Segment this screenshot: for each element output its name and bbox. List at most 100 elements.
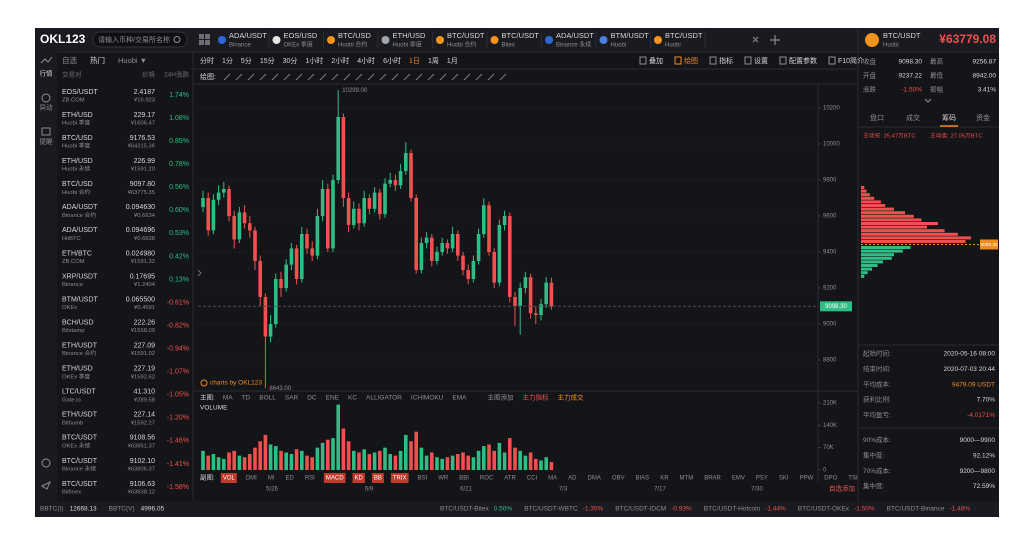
sub-indicator[interactable]: ATR (504, 476, 516, 482)
search-box[interactable] (92, 31, 188, 48)
pair[interactable]: BTC/USDT (62, 481, 98, 488)
grid-icon[interactable] (199, 34, 210, 45)
tool-icon[interactable] (487, 73, 495, 81)
sub-indicator[interactable]: CCI (527, 476, 538, 482)
sub-indicator[interactable]: OBV (612, 476, 625, 482)
pair[interactable]: EOS/USDT (62, 89, 99, 96)
tool-icon[interactable] (379, 73, 387, 81)
period[interactable]: 1周 (428, 57, 439, 65)
panel-tab[interactable]: 筹码 (942, 113, 956, 122)
pair[interactable]: ADA/USDT (62, 227, 98, 234)
tool-icon[interactable] (463, 73, 471, 81)
tab-exchange[interactable]: Huobi 合约 (338, 41, 367, 49)
sub-indicator[interactable]: EMV (732, 476, 745, 482)
sub-indicator[interactable]: KD (355, 476, 364, 482)
tab-pair[interactable]: BTC/USDT (665, 31, 703, 40)
indicator-extra[interactable]: 主力指标 (523, 393, 550, 402)
tab-exchange[interactable]: Binance (229, 43, 251, 49)
tab-exchange[interactable]: Huobi (665, 43, 681, 49)
indicator-extra[interactable]: 主力成交 (558, 393, 585, 402)
sub-indicator[interactable]: MTM (680, 476, 694, 482)
tool-icon[interactable] (499, 73, 507, 81)
period[interactable]: 1分 (222, 56, 233, 65)
indicator[interactable]: KC (348, 395, 357, 402)
tool-icon[interactable] (247, 73, 255, 81)
pair[interactable]: ETH/USDT (62, 412, 98, 419)
sidebar-label[interactable]: 提醒 (40, 137, 54, 146)
period[interactable]: 6小时 (383, 56, 401, 65)
tab-exchange[interactable]: OKEx 季度 (284, 41, 313, 49)
logo[interactable]: OKL123 (40, 32, 86, 46)
period[interactable]: 4小时 (357, 56, 375, 65)
sub-indicator[interactable]: BRAR (704, 476, 721, 482)
tab-pair[interactable]: BTC/USDT (502, 31, 540, 40)
period[interactable]: 分时 (200, 56, 214, 65)
period[interactable]: 1月 (447, 57, 458, 65)
panel-tab[interactable]: 盘口 (870, 113, 884, 122)
tool[interactable]: 叠加 (649, 56, 663, 65)
sidebar-label[interactable]: 行情 (40, 69, 54, 78)
tool-icon[interactable] (319, 73, 327, 81)
period[interactable]: 30分 (283, 56, 298, 65)
period[interactable]: 1小时 (305, 56, 323, 65)
tool-icon[interactable] (271, 73, 279, 81)
tool-icon[interactable] (439, 73, 447, 81)
pair[interactable]: BTC/USDT (62, 435, 98, 442)
sub-indicator[interactable]: MI (268, 476, 275, 482)
sub-indicator[interactable]: DPO (824, 476, 837, 482)
market-tab[interactable]: Huobi ▼ (118, 56, 147, 65)
tab-exchange[interactable]: Huobi (611, 43, 627, 49)
tab-exchange[interactable]: Huobi 合约 (447, 41, 476, 49)
indicator[interactable]: MA (223, 395, 233, 402)
indicator[interactable]: ICHIMOKU (411, 395, 444, 402)
pair[interactable]: ETH/USDT (62, 343, 98, 350)
sub-indicator[interactable]: BIAS (636, 476, 650, 482)
ticker-name[interactable]: BTC/USDT-IDCM (615, 506, 666, 513)
indicator[interactable]: DC (307, 395, 317, 402)
sub-indicator[interactable]: DMA (588, 476, 601, 482)
close-tab-icon[interactable] (752, 36, 759, 43)
sub-indicator[interactable]: VOL (223, 476, 236, 482)
settings-icon[interactable] (41, 458, 51, 468)
sub-indicator[interactable]: PSY (756, 476, 768, 482)
tool-icon[interactable] (427, 73, 435, 81)
pair[interactable]: BTC/USD (62, 135, 93, 142)
tool-icon[interactable] (307, 73, 315, 81)
pair[interactable]: BCH/USD (62, 319, 94, 326)
sub-indicator[interactable]: TRIX (393, 476, 407, 482)
sub-indicator[interactable]: BBI (459, 476, 469, 482)
tab-exchange[interactable]: Binance 永续 (556, 41, 591, 49)
indicator-extra[interactable]: 主图添加 (488, 393, 514, 402)
tab-pair[interactable]: BTC/USD (338, 31, 372, 40)
tool[interactable]: F10简介 (838, 56, 864, 65)
tool[interactable]: 指标 (719, 56, 733, 65)
indicator[interactable]: EMA (452, 395, 467, 402)
sub-indicator[interactable]: AD (568, 476, 577, 482)
tool-icon[interactable] (367, 73, 375, 81)
sub-indicator[interactable]: WR (438, 476, 449, 482)
tool[interactable]: 绘图 (684, 56, 698, 65)
tool[interactable]: 设置 (754, 56, 768, 65)
tab-exchange[interactable]: Bitex (502, 43, 515, 49)
period[interactable]: 2小时 (331, 56, 349, 65)
tool-icon[interactable] (391, 73, 399, 81)
tool-icon[interactable] (283, 73, 291, 81)
tool[interactable]: 配置参数 (789, 56, 817, 65)
pair[interactable]: ADA/USDT (62, 204, 98, 211)
indicator[interactable]: BOLL (259, 395, 276, 402)
tab-pair[interactable]: ADA/USDT (229, 31, 267, 40)
market-tab[interactable]: 自选 (62, 55, 77, 65)
sub-indicator[interactable]: MACD (326, 476, 344, 482)
ticker-name[interactable]: BTC/USDT-Binance (887, 506, 945, 513)
period[interactable]: 15分 (260, 56, 275, 65)
tab-pair[interactable]: ETH/USD (393, 31, 427, 40)
tool-icon[interactable] (343, 73, 351, 81)
add-tab-icon[interactable] (770, 35, 780, 45)
pair[interactable]: ETH/USD (62, 366, 93, 373)
expand-icon[interactable] (924, 98, 932, 103)
tab-pair[interactable]: ADA/USDT (556, 31, 594, 40)
tab-exchange[interactable]: Huobi 季度 (393, 41, 422, 49)
sub-indicator[interactable]: ROC (480, 476, 494, 482)
sub-indicator[interactable]: BSI (418, 476, 428, 482)
pair[interactable]: ETH/USD (62, 112, 93, 119)
